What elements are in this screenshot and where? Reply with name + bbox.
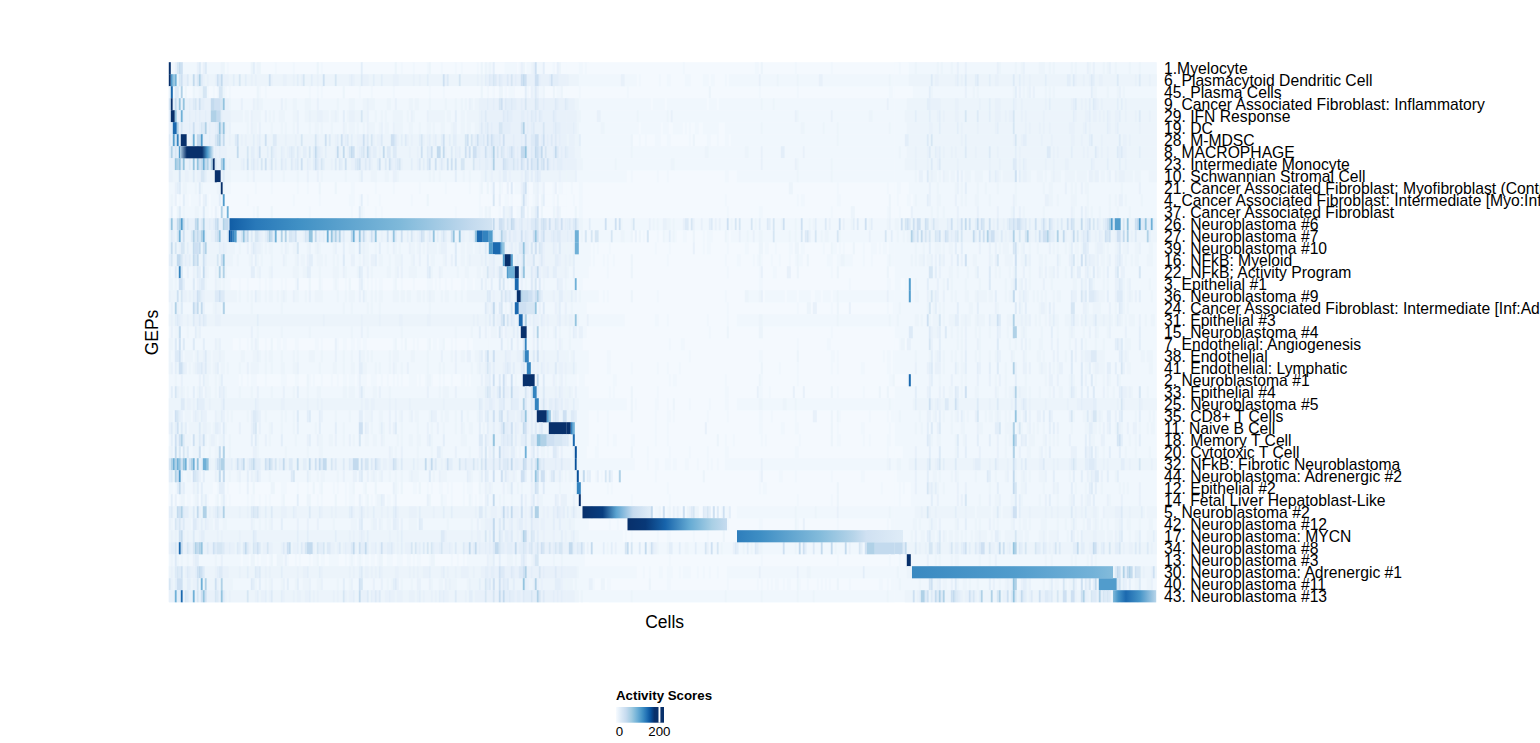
svg-text:GEPs: GEPs <box>142 309 162 355</box>
svg-text:Activity Scores: Activity Scores <box>616 688 712 703</box>
svg-text:0: 0 <box>616 724 623 739</box>
svg-text:43. Neuroblastoma #13: 43. Neuroblastoma #13 <box>1164 588 1327 605</box>
svg-text:Cells: Cells <box>645 612 684 632</box>
svg-text:200: 200 <box>648 724 670 739</box>
